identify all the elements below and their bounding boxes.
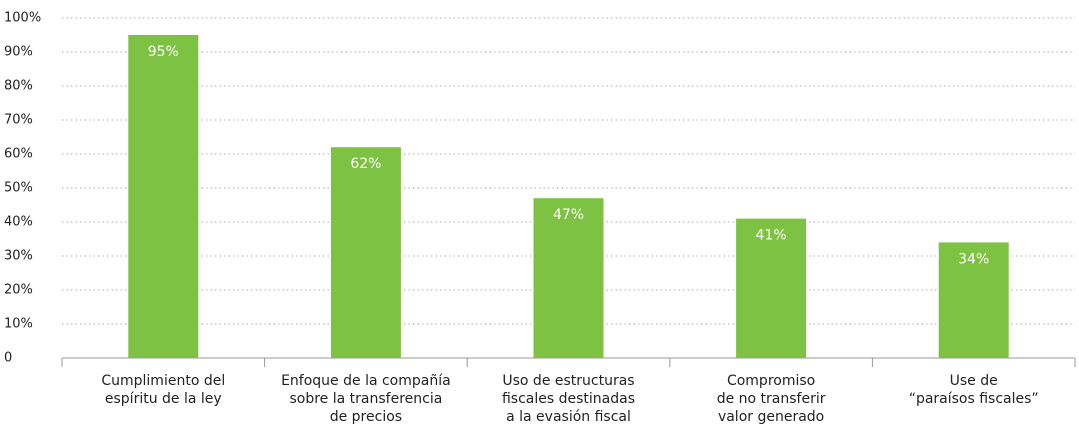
y-tick-label: 70% xyxy=(4,113,33,128)
y-tick-label: 0 xyxy=(4,351,12,366)
x-tick-label: Use de xyxy=(950,373,998,389)
x-tick-label: sobre la transferencia xyxy=(289,391,442,407)
y-tick-label: 100% xyxy=(4,11,41,26)
value-label: 47% xyxy=(553,207,584,223)
y-tick-label: 80% xyxy=(4,79,33,94)
x-tick-label: fiscales destinadas xyxy=(502,391,635,407)
value-label: 95% xyxy=(148,44,179,60)
y-tick-label: 30% xyxy=(4,249,33,264)
y-tick-label: 20% xyxy=(4,283,33,298)
x-tick-label: Uso de estructuras xyxy=(502,373,634,389)
y-tick-label: 40% xyxy=(4,215,33,230)
x-tick-label: Enfoque de la compañía xyxy=(281,373,451,389)
bar xyxy=(128,35,199,358)
x-tick-label: de no transferir xyxy=(717,391,826,407)
bar xyxy=(736,218,807,358)
x-tick-label: de precios xyxy=(330,409,402,425)
y-tick-label: 50% xyxy=(4,181,33,196)
bar xyxy=(938,242,1009,358)
x-tick-label: valor generado xyxy=(718,409,824,425)
y-tick-label: 10% xyxy=(4,317,33,332)
x-tick-label: “paraísos fiscales” xyxy=(909,391,1039,407)
x-tick-label: Compromiso xyxy=(727,373,815,389)
value-label: 34% xyxy=(958,251,989,267)
bar xyxy=(330,147,401,358)
bar xyxy=(533,198,604,358)
y-tick-label: 90% xyxy=(4,45,33,60)
x-tick-label: Cumplimiento del xyxy=(101,373,225,389)
y-tick-label: 60% xyxy=(4,147,33,162)
x-tick-label: a la evasión fiscal xyxy=(506,409,631,425)
x-tick-label: espíritu de la ley xyxy=(105,391,222,407)
value-label: 41% xyxy=(756,228,787,244)
value-label: 62% xyxy=(350,156,381,172)
